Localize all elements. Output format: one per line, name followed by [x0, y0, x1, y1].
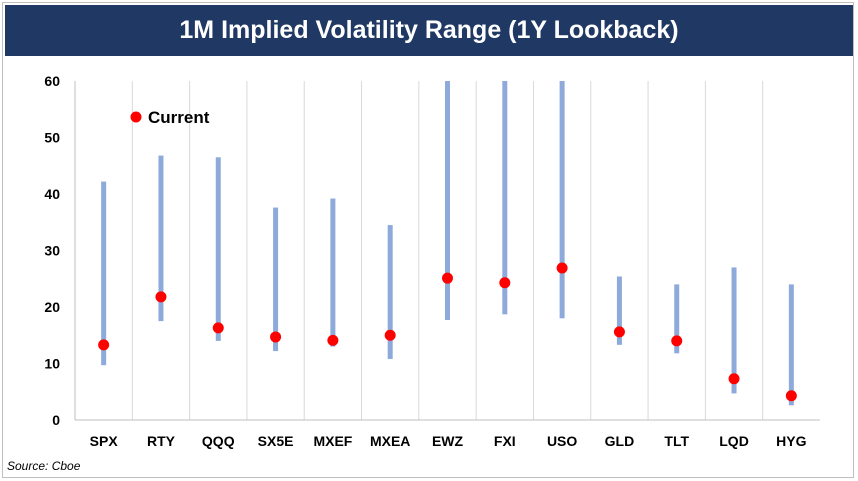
y-tick-label: 10	[44, 356, 60, 372]
current-point	[384, 329, 396, 341]
range-bars	[101, 81, 794, 406]
y-tick-label: 60	[44, 73, 60, 89]
range-bar	[502, 81, 508, 315]
range-bar	[559, 81, 565, 319]
tick-labels: 0 10 20 30 40 50 60 SPX RTY QQQ SX5E MXEF MXEA EWZ FXI…	[44, 73, 806, 449]
current-point	[155, 291, 167, 303]
range-bar	[273, 207, 279, 352]
current-point	[671, 335, 683, 347]
range-bar	[788, 284, 794, 406]
x-tick-label: HYG	[776, 433, 806, 449]
current-point	[785, 390, 797, 402]
range-bar	[731, 267, 737, 394]
range-bar	[616, 276, 622, 345]
current-point	[728, 373, 740, 385]
range-bar	[674, 284, 680, 354]
current-point	[499, 277, 511, 289]
x-tick-label: LQD	[719, 433, 749, 449]
current-markers	[98, 262, 797, 402]
range-bar	[330, 198, 336, 347]
axes	[74, 81, 820, 421]
chart-title: 1M Implied Volatility Range (1Y Lookback…	[179, 16, 679, 44]
x-tick-label: MXEA	[370, 433, 410, 449]
legend-marker	[130, 111, 142, 123]
x-tick-label: FXI	[494, 433, 516, 449]
current-point	[270, 331, 282, 343]
title-bar: 1M Implied Volatility Range (1Y Lookback…	[5, 5, 853, 56]
x-tick-label: MXEF	[313, 433, 352, 449]
y-tick-label: 50	[44, 130, 60, 146]
x-tick-label: SPX	[90, 433, 119, 449]
x-tick-label: TLT	[664, 433, 689, 449]
y-tick-label: 20	[44, 299, 60, 315]
grid-lines	[131, 81, 764, 420]
current-point	[613, 326, 625, 338]
range-bar	[101, 181, 107, 366]
current-point	[98, 339, 110, 351]
x-tick-label: RTY	[147, 433, 176, 449]
y-tick-label: 30	[44, 243, 60, 259]
current-point	[556, 262, 568, 274]
current-point	[442, 272, 453, 284]
current-point	[212, 322, 224, 334]
x-tick-label: QQQ	[202, 433, 235, 449]
range-bar	[158, 155, 164, 322]
current-point	[327, 334, 339, 346]
range-bar	[215, 157, 221, 341]
y-tick-label: 0	[52, 412, 60, 428]
x-tick-label: SX5E	[258, 433, 294, 449]
y-tick-label: 40	[44, 186, 60, 202]
x-tick-label: EWZ	[432, 433, 464, 449]
x-tick-label: USO	[547, 433, 577, 449]
range-bar	[387, 225, 393, 359]
source-note: Source: Cboe	[7, 459, 81, 473]
range-bar	[445, 81, 450, 320]
x-tick-label: GLD	[605, 433, 635, 449]
legend-label: Current	[148, 108, 210, 127]
legend: Current	[130, 108, 210, 127]
